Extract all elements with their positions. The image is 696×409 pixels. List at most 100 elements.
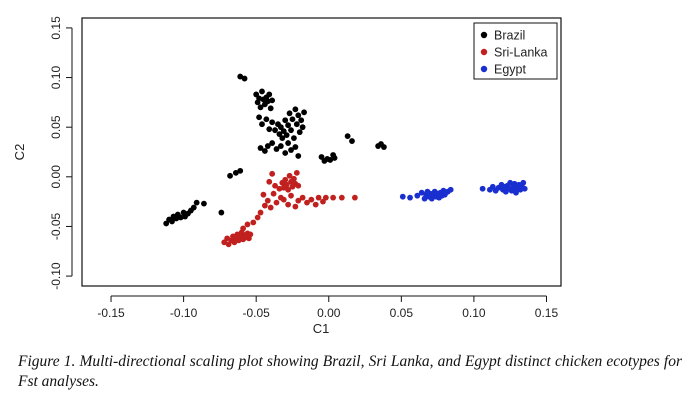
- data-point: [288, 192, 294, 199]
- x-axis: -0.15 -0.10 -0.05 0.00 0.05 0.10 0.15: [97, 295, 558, 320]
- legend-marker: [480, 48, 488, 56]
- data-point: [301, 109, 307, 116]
- data-point: [266, 91, 273, 98]
- data-point: [277, 124, 284, 131]
- data-point: [295, 112, 302, 119]
- data-point: [264, 98, 271, 105]
- data-point: [276, 131, 283, 138]
- data-point: [285, 201, 292, 208]
- data-point: [256, 95, 262, 102]
- data-point: [282, 117, 289, 124]
- data-point: [272, 127, 278, 134]
- data-point: [240, 225, 247, 232]
- data-point: [521, 185, 528, 192]
- data-point: [227, 172, 233, 179]
- data-point: [224, 235, 231, 242]
- data-point: [381, 144, 387, 150]
- data-point: [293, 169, 300, 176]
- data-point: [292, 203, 299, 210]
- data-point: [163, 220, 170, 227]
- data-point: [277, 143, 284, 149]
- data-point: [312, 201, 319, 208]
- scatter-plot: -0.15 -0.10 -0.05 0.00 0.05 0.10 0.15 -0.10 -0.…: [12, 16, 562, 336]
- series-sri-lanka: [221, 169, 358, 248]
- data-point: [338, 194, 345, 201]
- data-point: [322, 194, 329, 201]
- data-point: [285, 140, 292, 146]
- data-point: [254, 214, 261, 221]
- data-point: [280, 128, 287, 135]
- data-point: [288, 127, 294, 134]
- data-point: [285, 186, 292, 193]
- data-point: [283, 132, 290, 139]
- data-point: [331, 155, 338, 161]
- legend-label: Sri-Lanka: [494, 46, 548, 60]
- data-point: [513, 189, 519, 196]
- y-axis-label: C2: [12, 144, 27, 161]
- data-point: [279, 135, 286, 142]
- data-point: [399, 193, 406, 200]
- data-point: [218, 209, 225, 216]
- data-point: [193, 199, 200, 206]
- data-point: [414, 192, 421, 199]
- data-point: [257, 145, 264, 151]
- data-point: [296, 129, 303, 136]
- data-point: [225, 241, 232, 248]
- data-point: [257, 104, 264, 111]
- data-point: [308, 196, 315, 203]
- data-point: [221, 239, 228, 246]
- data-point: [489, 183, 496, 190]
- legend: Brazil Sri-Lanka Egypt: [473, 22, 558, 80]
- data-point: [507, 179, 514, 186]
- y-tick-label: 0.15: [49, 16, 63, 40]
- plot-frame: [81, 17, 562, 287]
- data-point: [407, 194, 413, 201]
- x-tick-label: -0.15: [97, 306, 125, 320]
- data-point: [263, 116, 270, 123]
- data-point: [330, 194, 337, 201]
- x-tick-label: 0.00: [317, 306, 341, 320]
- y-tick-label: -0.10: [49, 262, 63, 290]
- data-point: [169, 218, 175, 225]
- data-point: [257, 209, 264, 216]
- data-point: [320, 198, 326, 205]
- data-point: [261, 202, 268, 209]
- y-axis: -0.10 -0.05 0.00 0.05 0.10 0.15: [49, 16, 73, 290]
- data-point: [266, 178, 273, 185]
- series-egypt: [399, 179, 528, 202]
- legend-box: [473, 22, 558, 80]
- data-point: [264, 197, 271, 204]
- data-point: [272, 182, 278, 189]
- data-point: [266, 126, 273, 133]
- data-point: [418, 189, 425, 196]
- data-point: [269, 97, 276, 104]
- data-point: [349, 138, 355, 144]
- data-point: [344, 133, 351, 140]
- legend-label: Brazil: [494, 29, 525, 43]
- data-point: [247, 231, 254, 238]
- data-point: [479, 185, 486, 192]
- data-point: [304, 199, 310, 206]
- data-point: [318, 154, 325, 160]
- data-point: [283, 181, 290, 188]
- data-point: [282, 150, 289, 156]
- data-point: [286, 110, 293, 117]
- y-tick-label: -0.05: [49, 212, 63, 240]
- data-point: [295, 153, 302, 159]
- data-point: [293, 121, 300, 128]
- data-point: [299, 194, 306, 201]
- data-point: [298, 117, 305, 124]
- data-point: [201, 200, 207, 207]
- data-point: [291, 135, 297, 142]
- data-point: [295, 197, 302, 204]
- y-tick-label: 0.00: [49, 165, 63, 189]
- data-point: [273, 199, 280, 206]
- data-point: [351, 194, 358, 201]
- data-point: [286, 172, 293, 179]
- data-point: [232, 169, 239, 176]
- data-point: [315, 194, 322, 201]
- data-point: [237, 73, 244, 80]
- data-point: [177, 214, 184, 221]
- data-point: [299, 124, 306, 131]
- data-point: [291, 175, 297, 182]
